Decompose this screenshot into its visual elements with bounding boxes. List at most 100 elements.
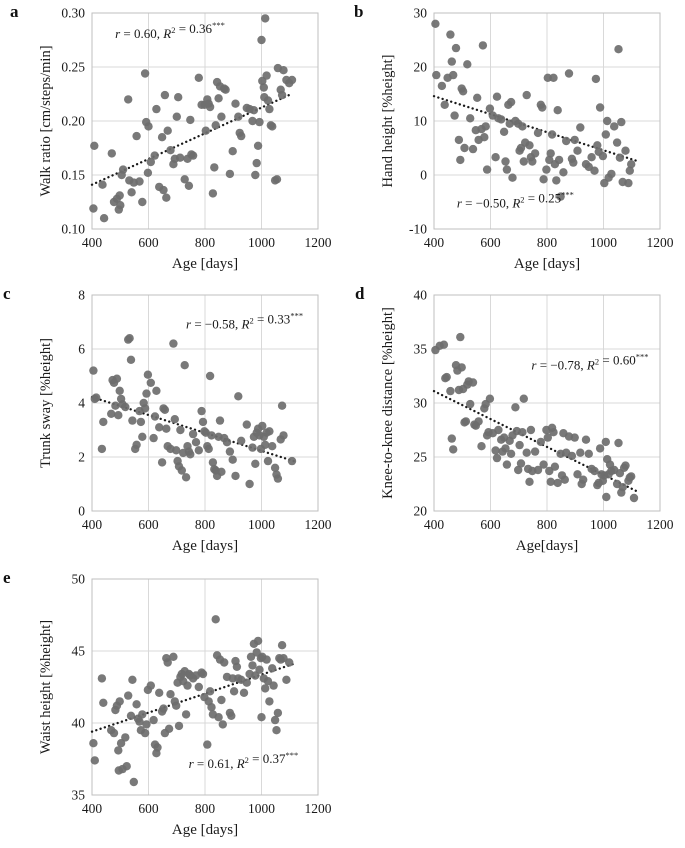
data-point — [160, 405, 170, 414]
data-point — [191, 438, 201, 447]
data-point — [528, 157, 537, 166]
data-point — [481, 122, 490, 131]
data-point — [132, 131, 141, 141]
y-tick-label: 2 — [78, 450, 85, 465]
data-point — [164, 724, 174, 733]
data-point — [497, 115, 506, 124]
data-point — [573, 470, 582, 479]
data-point — [177, 466, 186, 475]
x-tick-label: 1000 — [248, 801, 275, 816]
data-point — [621, 146, 630, 155]
data-point — [90, 141, 99, 150]
data-point — [627, 160, 636, 169]
y-tick-label: 0.20 — [61, 114, 85, 129]
data-point — [590, 466, 599, 476]
data-point — [225, 169, 235, 179]
data-point — [99, 698, 108, 707]
x-tick-label: 600 — [138, 235, 159, 250]
x-tick-label: 600 — [138, 517, 159, 532]
data-point — [248, 116, 257, 126]
data-point — [135, 177, 144, 186]
panel-e: e 400 600 800 1000 1200 35 40 45 50 Age [days] Wai… — [0, 568, 343, 848]
data-point — [542, 165, 551, 174]
data-point — [624, 178, 633, 188]
data-point — [587, 153, 596, 162]
y-tick-label: 40 — [72, 716, 86, 731]
data-point — [205, 102, 215, 112]
data-point — [255, 665, 264, 674]
data-point — [477, 442, 486, 451]
data-point — [449, 70, 458, 80]
data-point — [255, 117, 264, 127]
y-axis-label: Hand height [%height] — [380, 55, 396, 188]
y-tick-label: 35 — [414, 342, 428, 357]
data-point — [570, 135, 579, 145]
data-point — [121, 733, 130, 742]
panel-a: a 400 600 800 1000 1200 0.10 0.15 0.20 0.25 0.30 A… — [0, 2, 343, 282]
data-point — [180, 361, 189, 370]
x-tick-label: 1000 — [590, 517, 617, 532]
data-point — [526, 425, 536, 435]
data-point — [251, 671, 260, 680]
y-tick-label: 0.15 — [61, 168, 85, 183]
data-point — [567, 451, 577, 461]
data-point — [205, 687, 215, 696]
x-tick-label: 600 — [480, 235, 501, 250]
data-point — [183, 681, 192, 690]
data-point — [273, 708, 283, 718]
data-point — [203, 740, 212, 749]
data-point — [207, 431, 216, 440]
data-point — [215, 416, 225, 425]
data-point — [494, 425, 503, 435]
data-point — [210, 163, 219, 172]
data-point — [188, 429, 198, 439]
data-point — [522, 90, 531, 100]
data-point — [218, 720, 227, 729]
data-point — [149, 433, 158, 443]
data-point — [124, 95, 133, 104]
data-point — [468, 144, 478, 154]
data-point — [581, 435, 591, 444]
x-tick-labels: 400 600 800 1000 1200 — [82, 235, 332, 250]
data-point — [287, 75, 297, 85]
data-point — [150, 412, 160, 421]
y-tick-label: 0.25 — [61, 60, 85, 75]
data-point — [269, 681, 278, 690]
data-point — [138, 432, 147, 441]
data-points — [431, 19, 636, 201]
data-point — [229, 687, 239, 696]
data-point — [211, 121, 220, 130]
panel-d: d 400 600 800 1000 1200 20 25 30 35 40 Age[days] Kn… — [342, 284, 685, 564]
data-point — [468, 378, 478, 387]
data-point — [214, 94, 223, 103]
x-tick-label: 400 — [82, 517, 103, 532]
data-point — [268, 442, 277, 451]
data-point — [198, 669, 208, 679]
y-tick-label: 50 — [72, 572, 86, 587]
x-tick-label: 1200 — [305, 801, 332, 816]
data-point — [270, 463, 280, 472]
data-point — [518, 428, 527, 437]
data-point — [174, 93, 183, 102]
data-point — [186, 115, 195, 125]
y-tick-label: 0 — [78, 504, 85, 519]
data-point — [516, 459, 526, 468]
data-point — [152, 386, 161, 395]
data-point — [533, 465, 543, 475]
data-point — [127, 188, 136, 197]
data-point — [442, 372, 451, 382]
data-point — [205, 371, 215, 381]
data-point — [456, 332, 465, 342]
data-point — [114, 411, 123, 420]
data-point — [539, 175, 548, 184]
data-point — [142, 389, 151, 398]
data-point — [261, 14, 270, 23]
data-point — [132, 440, 141, 449]
data-point — [603, 116, 612, 126]
data-point — [446, 30, 455, 39]
data-point — [514, 465, 523, 475]
data-point — [499, 127, 509, 136]
x-tick-label: 400 — [424, 517, 445, 532]
data-point — [152, 104, 161, 114]
y-axis-label: Knee-to-knee distance [%height] — [380, 307, 396, 499]
